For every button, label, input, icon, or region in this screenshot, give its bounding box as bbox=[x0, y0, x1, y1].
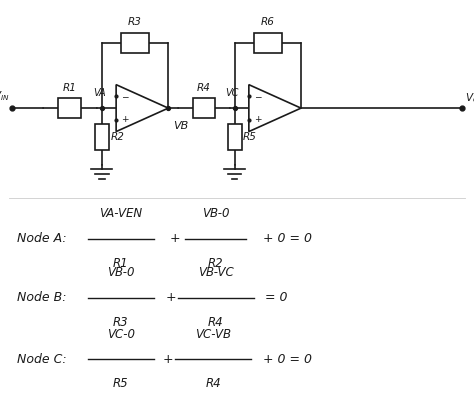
Text: + 0 = 0: + 0 = 0 bbox=[263, 353, 312, 366]
Text: R2: R2 bbox=[110, 132, 124, 142]
Text: VC-VB: VC-VB bbox=[195, 328, 231, 341]
Bar bbox=[58, 98, 82, 118]
Text: +: + bbox=[163, 353, 173, 366]
Text: VA-VEN: VA-VEN bbox=[100, 207, 142, 220]
Text: $V_{OUT}$: $V_{OUT}$ bbox=[465, 91, 474, 105]
Text: Node A:: Node A: bbox=[17, 232, 66, 245]
Polygon shape bbox=[116, 85, 168, 131]
Text: R2: R2 bbox=[208, 257, 223, 270]
Text: +: + bbox=[165, 291, 176, 304]
Text: R1: R1 bbox=[63, 82, 77, 93]
Text: R3: R3 bbox=[128, 17, 142, 27]
Text: −: − bbox=[254, 92, 261, 101]
Text: +: + bbox=[170, 232, 181, 245]
Text: VB-0: VB-0 bbox=[202, 207, 229, 220]
Text: VB: VB bbox=[173, 121, 188, 131]
Text: VB-VC: VB-VC bbox=[198, 266, 234, 279]
Text: +: + bbox=[121, 115, 128, 124]
Polygon shape bbox=[249, 85, 301, 131]
Text: + 0 = 0: + 0 = 0 bbox=[263, 232, 312, 245]
Text: R4: R4 bbox=[208, 316, 223, 329]
Text: Node B:: Node B: bbox=[17, 291, 66, 304]
Text: R4: R4 bbox=[206, 377, 221, 390]
Text: −: − bbox=[121, 92, 128, 101]
Text: R1: R1 bbox=[113, 257, 128, 270]
Text: VB-0: VB-0 bbox=[107, 266, 135, 279]
Text: VC: VC bbox=[226, 88, 239, 98]
Text: VA: VA bbox=[93, 88, 106, 98]
Text: VC-0: VC-0 bbox=[107, 328, 135, 341]
Text: R3: R3 bbox=[113, 316, 128, 329]
Bar bbox=[121, 33, 149, 53]
Text: +: + bbox=[254, 115, 261, 124]
Text: R5: R5 bbox=[243, 132, 257, 142]
Text: = 0: = 0 bbox=[265, 291, 288, 304]
Text: R4: R4 bbox=[197, 82, 211, 93]
Text: Node C:: Node C: bbox=[17, 353, 66, 366]
Bar bbox=[254, 33, 282, 53]
Bar bbox=[95, 124, 109, 149]
Bar bbox=[193, 98, 215, 118]
Text: $V_{IN}$: $V_{IN}$ bbox=[0, 89, 9, 103]
Bar bbox=[228, 124, 242, 149]
Text: R6: R6 bbox=[261, 17, 275, 27]
Text: R5: R5 bbox=[113, 377, 128, 390]
